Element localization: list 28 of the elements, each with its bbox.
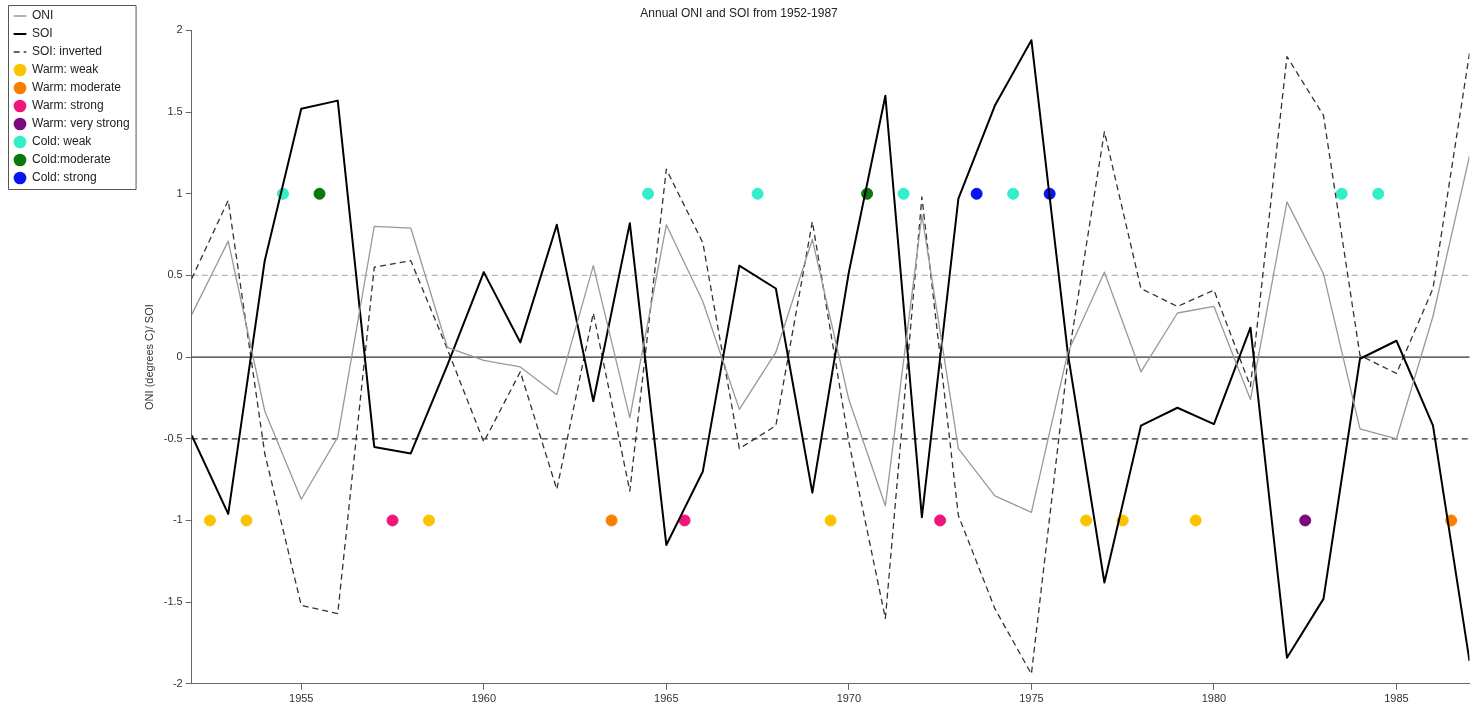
x-tick-label: 1980 [1201,692,1227,705]
legend-label: ONI [32,8,54,23]
y-tick-label: 1 [176,186,183,199]
y-tick-label: 1.5 [167,105,183,118]
x-tick-label: 1970 [836,692,862,705]
y-tick-label: 2 [176,23,183,36]
y-tick-label: -2 [172,676,183,689]
legend-label: Cold: weak [32,134,93,149]
chart-title: Annual ONI and SOI from 1952-1987 [640,5,839,20]
x-tick-label: 1975 [1019,692,1044,705]
legend-label: Cold: strong [32,170,97,185]
legend-label: SOI [32,26,53,41]
x-tick-label: 1960 [471,692,497,705]
legend-label: Warm: moderate [32,80,122,95]
y-tick-label: -1 [172,513,183,526]
x-tick-label: 1985 [1384,692,1409,705]
y-axis-title: ONI (degrees C)/ SOI [143,304,156,410]
legend-label: SOI: inverted [32,44,103,59]
legend-label: Warm: weak [32,62,100,77]
y-tick-label: -1.5 [163,595,183,608]
x-tick-label: 1955 [289,692,314,705]
y-tick-label: 0.5 [167,268,183,281]
legend-label: Warm: strong [32,98,104,113]
y-tick-label: 0 [176,350,183,363]
legend-label: Warm: very strong [32,116,130,131]
y-tick-label: -0.5 [163,431,183,444]
x-tick-label: 1965 [654,692,679,705]
legend-label: Cold:moderate [32,152,112,167]
